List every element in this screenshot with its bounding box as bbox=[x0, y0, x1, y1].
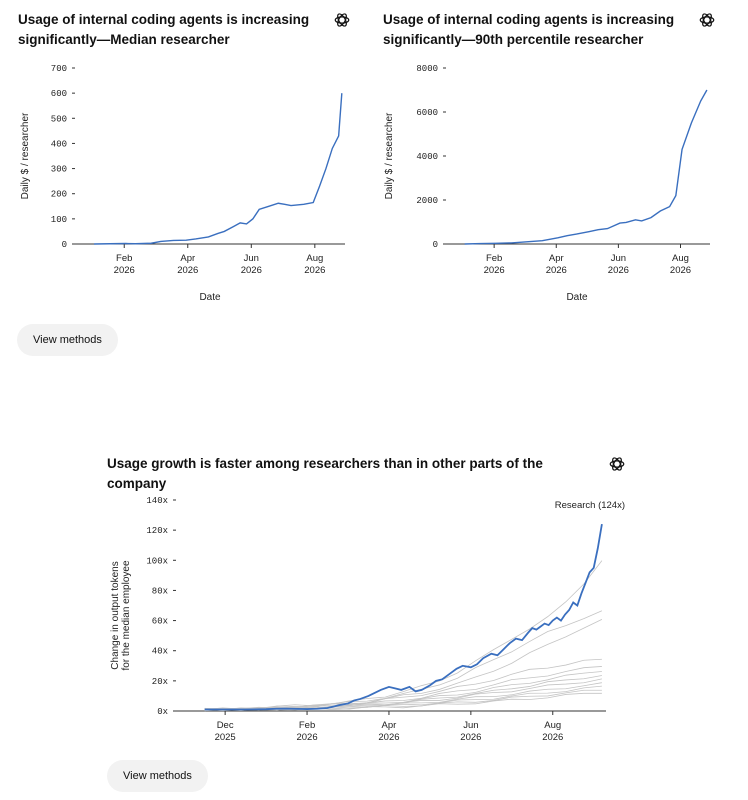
x-tick-label: 2025 bbox=[215, 732, 236, 743]
y-tick-label: 140x bbox=[146, 496, 168, 506]
x-tick-label: 2026 bbox=[114, 265, 135, 276]
y-tick-label: 0 bbox=[433, 240, 438, 250]
x-tick-label: 2026 bbox=[241, 265, 262, 276]
y-tick-label: 500 bbox=[51, 114, 67, 124]
x-tick-label: Jun bbox=[463, 720, 478, 731]
chart2-title-line1: Usage of internal coding agents is incre… bbox=[383, 12, 675, 27]
x-tick-label: Jun bbox=[244, 253, 259, 264]
x-axis-title: Date bbox=[566, 292, 588, 303]
research-series-line bbox=[204, 523, 603, 711]
y-axis-title: Daily $ / researcher bbox=[384, 112, 395, 199]
x-tick-label: 2026 bbox=[608, 265, 629, 276]
y-tick-label: 100 bbox=[51, 215, 67, 225]
x-tick-label: Jun bbox=[611, 253, 626, 264]
y-tick-label: 6000 bbox=[416, 108, 438, 118]
x-tick-label: 2026 bbox=[460, 732, 481, 743]
y-tick-label: 80x bbox=[152, 586, 168, 596]
y-axis-title: for the median employee bbox=[121, 560, 132, 671]
x-tick-label: 2026 bbox=[542, 732, 563, 743]
x-tick-label: Apr bbox=[549, 253, 564, 264]
x-tick-label: 2026 bbox=[378, 732, 399, 743]
comparison-series-line bbox=[204, 671, 602, 712]
series-line bbox=[94, 93, 343, 245]
y-tick-label: 300 bbox=[51, 165, 67, 175]
y-tick-label: 0x bbox=[157, 707, 168, 717]
chart2-title: Usage of internal coding agents is incre… bbox=[383, 10, 703, 50]
x-tick-label: 2026 bbox=[484, 265, 505, 276]
chart1-title-line2: significantly—Median researcher bbox=[18, 32, 230, 47]
y-tick-label: 600 bbox=[51, 89, 67, 99]
x-tick-label: Aug bbox=[672, 253, 689, 264]
y-tick-label: 700 bbox=[51, 64, 67, 74]
x-tick-label: Apr bbox=[180, 253, 195, 264]
x-tick-label: Aug bbox=[306, 253, 323, 264]
y-axis-title: Change in output tokens bbox=[110, 561, 121, 669]
y-tick-label: 400 bbox=[51, 139, 67, 149]
chart2: 02000400060008000Feb2026Apr2026Jun2026Au… bbox=[384, 64, 710, 303]
y-axis-title: Daily $ / researcher bbox=[20, 112, 31, 199]
y-tick-label: 40x bbox=[152, 647, 168, 657]
view-methods-button[interactable]: View methods bbox=[17, 324, 118, 356]
x-tick-label: Feb bbox=[116, 253, 132, 264]
comparison-series-line bbox=[204, 560, 603, 710]
x-tick-label: Dec bbox=[217, 720, 234, 731]
y-tick-label: 60x bbox=[152, 617, 168, 627]
series-line bbox=[464, 89, 708, 245]
chart3: 0x20x40x60x80x100x120x140xDec2025Feb2026… bbox=[110, 496, 625, 743]
comparison-series-line bbox=[204, 692, 602, 712]
comparison-series-line bbox=[204, 619, 603, 711]
view-methods-button[interactable]: View methods bbox=[107, 760, 208, 792]
y-tick-label: 8000 bbox=[416, 64, 438, 74]
x-tick-label: 2026 bbox=[546, 265, 567, 276]
y-tick-label: 4000 bbox=[416, 152, 438, 162]
comparison-series-line bbox=[204, 658, 602, 711]
x-axis-title: Date bbox=[199, 292, 221, 303]
x-tick-label: Aug bbox=[544, 720, 561, 731]
y-tick-label: 20x bbox=[152, 677, 168, 687]
research-annotation: Research (124x) bbox=[555, 500, 625, 511]
x-tick-label: Feb bbox=[486, 253, 502, 264]
y-tick-label: 200 bbox=[51, 190, 67, 200]
x-tick-label: 2026 bbox=[304, 265, 325, 276]
x-tick-label: Feb bbox=[299, 720, 315, 731]
chart3-title: Usage growth is faster among researchers… bbox=[107, 456, 543, 491]
chart2-title-line2: significantly—90th percentile researcher bbox=[383, 32, 644, 47]
openai-logo-icon bbox=[699, 13, 715, 27]
openai-logo-icon bbox=[334, 13, 350, 27]
chart1-title: Usage of internal coding agents is incre… bbox=[18, 10, 338, 50]
x-tick-label: Apr bbox=[382, 720, 397, 731]
y-tick-label: 120x bbox=[146, 526, 168, 536]
x-tick-label: 2026 bbox=[296, 732, 317, 743]
x-tick-label: 2026 bbox=[670, 265, 691, 276]
chart1-title-line1: Usage of internal coding agents is incre… bbox=[18, 12, 310, 27]
y-tick-label: 100x bbox=[146, 556, 168, 566]
openai-logo-icon bbox=[609, 457, 625, 471]
chart1: 0100200300400500600700Feb2026Apr2026Jun2… bbox=[20, 64, 345, 303]
y-tick-label: 0 bbox=[62, 240, 67, 250]
y-tick-label: 2000 bbox=[416, 196, 438, 206]
x-tick-label: 2026 bbox=[177, 265, 198, 276]
